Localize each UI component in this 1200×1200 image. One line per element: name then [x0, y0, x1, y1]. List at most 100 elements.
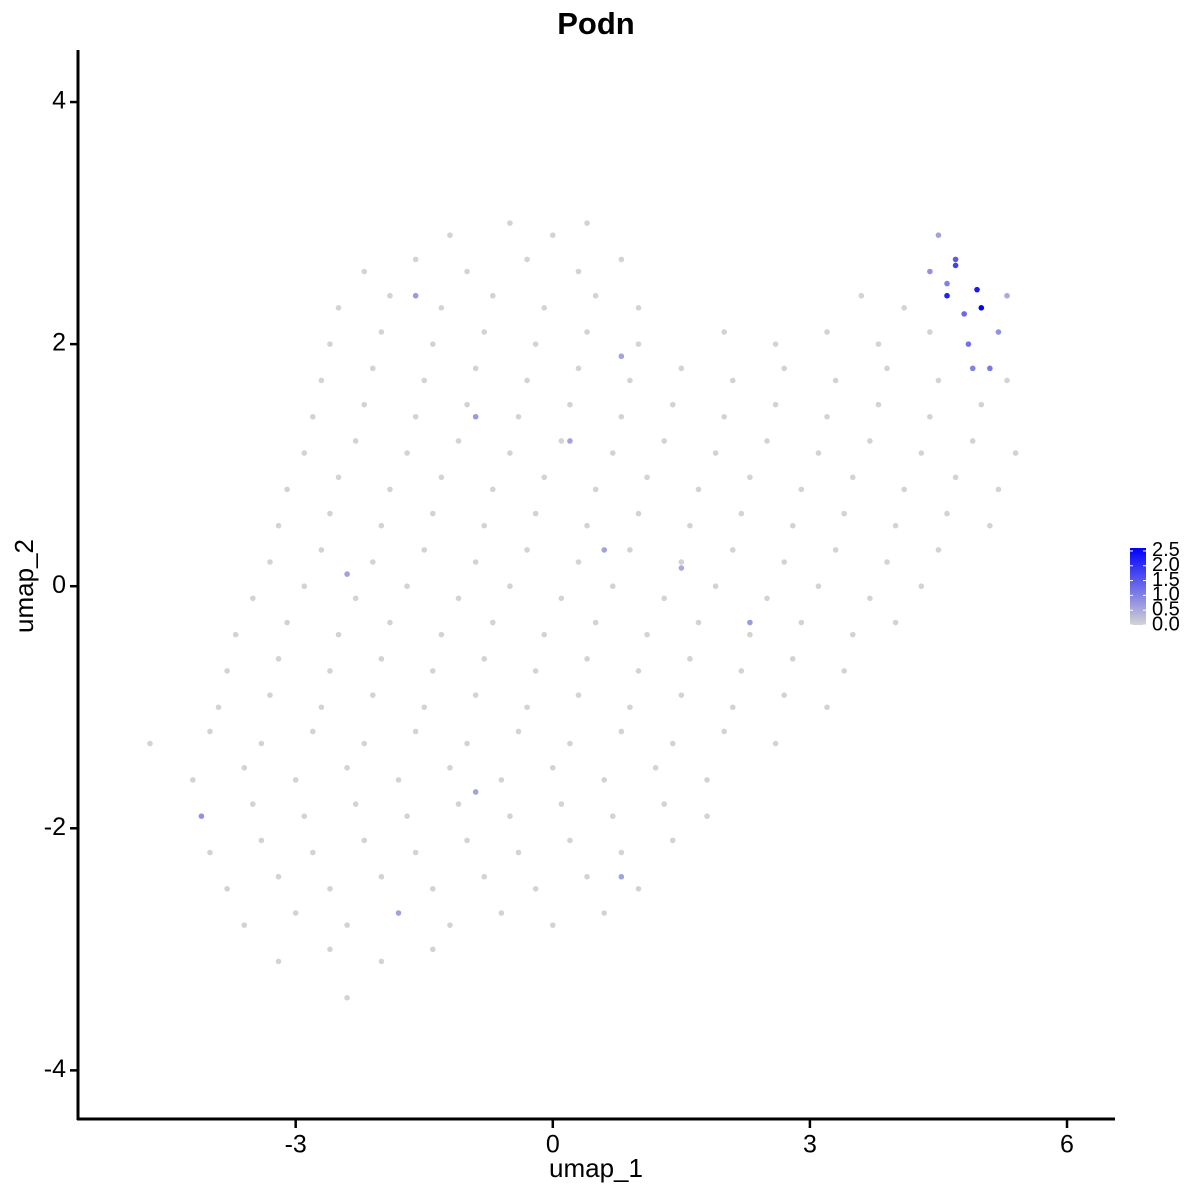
- point: [241, 922, 248, 928]
- point: [387, 486, 393, 493]
- point: [609, 583, 616, 590]
- point: [678, 692, 685, 698]
- colorbar-label: 1.0: [1152, 584, 1180, 606]
- point: [609, 813, 616, 819]
- point: [575, 692, 582, 698]
- point: [447, 922, 453, 928]
- point: [275, 873, 282, 880]
- point: [455, 595, 462, 602]
- point: [995, 329, 1002, 335]
- point: [361, 268, 368, 275]
- point: [969, 438, 976, 444]
- point: [275, 522, 282, 529]
- point: [1012, 450, 1019, 456]
- point: [250, 801, 256, 807]
- point: [370, 559, 376, 565]
- point: [430, 946, 436, 953]
- point: [250, 595, 256, 602]
- point: [978, 401, 985, 408]
- point: [944, 510, 950, 517]
- point: [532, 886, 539, 892]
- point: [738, 668, 745, 674]
- point: [232, 631, 239, 638]
- point: [635, 510, 642, 517]
- point: [395, 910, 402, 916]
- point: [635, 341, 642, 347]
- point: [918, 450, 925, 456]
- point: [344, 571, 350, 577]
- point: [455, 438, 462, 444]
- point: [301, 813, 308, 819]
- point: [867, 438, 873, 444]
- point: [729, 377, 736, 384]
- point: [584, 329, 590, 335]
- point: [318, 547, 325, 553]
- point: [310, 728, 316, 735]
- point: [327, 668, 333, 674]
- point: [524, 256, 530, 263]
- point: [618, 728, 625, 735]
- colorbar: [1130, 548, 1146, 625]
- point: [815, 450, 822, 456]
- colorbar-label: 1.5: [1152, 569, 1180, 591]
- point: [824, 329, 830, 335]
- point: [789, 522, 796, 529]
- point: [524, 547, 530, 553]
- point: [618, 256, 625, 263]
- point: [404, 583, 410, 590]
- point: [567, 837, 573, 844]
- point: [301, 450, 308, 456]
- point: [772, 401, 779, 408]
- point: [507, 450, 513, 456]
- point: [481, 522, 488, 529]
- point: [301, 583, 308, 590]
- point: [344, 994, 350, 1001]
- point: [798, 486, 805, 493]
- point: [541, 474, 548, 481]
- point: [712, 450, 719, 456]
- point: [781, 365, 787, 372]
- point: [438, 474, 445, 481]
- point: [927, 413, 933, 420]
- point: [575, 365, 582, 372]
- point: [558, 801, 565, 807]
- point: [695, 486, 702, 493]
- point: [601, 547, 608, 553]
- point: [198, 813, 205, 819]
- point: [292, 777, 299, 783]
- point: [609, 450, 616, 456]
- point: [695, 619, 702, 626]
- y-tick-label: -4: [44, 1055, 66, 1083]
- point: [335, 305, 342, 311]
- point: [712, 583, 719, 590]
- point: [644, 631, 650, 638]
- x-tick-label: 6: [1060, 1131, 1074, 1159]
- point: [532, 341, 539, 347]
- point: [464, 740, 470, 747]
- point: [352, 438, 359, 444]
- point: [974, 286, 980, 293]
- point: [549, 764, 556, 771]
- point: [241, 764, 248, 771]
- point: [361, 401, 368, 408]
- point: [669, 837, 676, 844]
- point: [507, 220, 513, 226]
- point: [549, 922, 556, 928]
- point: [284, 486, 290, 493]
- point: [747, 474, 753, 481]
- point: [635, 886, 642, 892]
- point: [490, 619, 496, 626]
- point: [618, 413, 625, 420]
- point: [965, 341, 972, 347]
- point: [515, 728, 522, 735]
- y-tick-label: 4: [52, 87, 66, 115]
- point: [275, 656, 282, 662]
- point: [412, 849, 419, 856]
- point: [704, 777, 710, 783]
- colorbar-label: 2.5: [1152, 539, 1180, 561]
- point: [335, 631, 342, 638]
- point: [987, 522, 993, 529]
- point: [635, 305, 642, 311]
- point: [378, 522, 385, 529]
- point: [455, 801, 462, 807]
